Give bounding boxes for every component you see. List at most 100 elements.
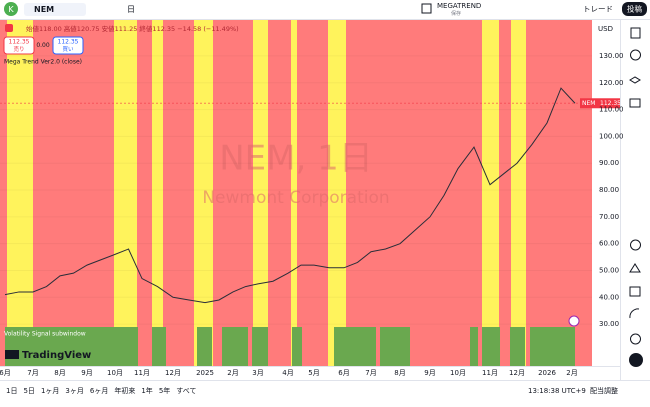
sub-indicator-name: Volatility Signal subwindow [4, 331, 86, 338]
signal-bar [334, 327, 376, 366]
target-icon[interactable] [630, 239, 641, 251]
x-tick-label: 8月 [394, 369, 405, 377]
price-axis [592, 20, 620, 366]
chat-icon[interactable] [629, 98, 641, 108]
price-tag-price: 112.35 [600, 100, 621, 107]
x-tick-label: 2月 [566, 369, 577, 377]
range-button[interactable]: 3ヶ月 [65, 387, 83, 395]
sub-window [5, 327, 575, 366]
x-tick-label: 8月 [54, 369, 65, 377]
publish-button[interactable] [622, 2, 647, 16]
alert-icon[interactable] [630, 49, 641, 61]
sell-button[interactable] [3, 36, 35, 55]
x-tick-label: 9月 [424, 369, 435, 377]
x-tick-label: 2026 [538, 369, 556, 377]
signal-bar [292, 327, 302, 366]
x-tick-label: 7月 [365, 369, 376, 377]
sidebar-icons [629, 27, 641, 345]
x-tick-label: 2月 [227, 369, 238, 377]
sell: 売り [13, 45, 24, 53]
adjust[interactable]: 配当調整 [590, 386, 618, 395]
range-button[interactable]: 年初来 [114, 386, 135, 395]
bullish-band [7, 20, 33, 366]
y-tick-label: 130.00 [599, 52, 624, 60]
bullish-band [328, 20, 346, 366]
x-tick-label: 12月 [165, 369, 181, 377]
bullish-band [152, 20, 163, 366]
x-tick-label: 3月 [252, 369, 263, 377]
x-tick-label: 11月 [134, 369, 150, 377]
x-tick-label: 6月 [0, 369, 11, 377]
bullish-band [511, 20, 526, 366]
signal-bar [152, 327, 166, 366]
menu-button[interactable] [629, 353, 643, 367]
layers-icon[interactable] [629, 76, 641, 84]
symbol: NEM [34, 5, 54, 14]
ohlc: 始値118.00 高値120.75 安値111.25 終値112.35 −14.… [26, 24, 239, 33]
range-button[interactable]: 6ヶ月 [90, 387, 108, 395]
y-tick-label: 110.00 [599, 106, 624, 114]
layout-name[interactable]: MEGATREND [437, 2, 481, 10]
interval[interactable]: 日 [127, 5, 135, 14]
signal-bar [530, 327, 575, 366]
calendar-icon[interactable] [629, 286, 641, 297]
symbol-search[interactable] [24, 3, 86, 16]
x-tick-label: 11月 [482, 369, 498, 377]
price-tag-symbol: NEM [582, 100, 595, 107]
signal-bar [510, 327, 525, 366]
currency: USD [598, 25, 613, 33]
range-button[interactable]: 1ヶ月 [41, 387, 59, 395]
clock: 13:18:38 UTC+9 [528, 387, 586, 395]
signal-bar [252, 327, 268, 366]
x-tick-label: 9月 [81, 369, 92, 377]
indicator-name: Mega Trend Ver2.0 (close) [4, 59, 82, 66]
bullish-band [253, 20, 268, 366]
help-icon[interactable] [630, 333, 641, 345]
watchlist-icon[interactable] [630, 27, 641, 39]
toolbar [0, 0, 650, 19]
y-tick-label: 90.00 [599, 159, 619, 167]
y-tick-label: 50.00 [599, 266, 619, 274]
feed-icon[interactable] [629, 308, 640, 319]
range-button[interactable]: 5日 [23, 387, 34, 395]
bullish-band [482, 20, 499, 366]
range-button[interactable]: 5年 [159, 386, 170, 395]
buy: 買い [62, 46, 74, 53]
y-tick-label: 70.00 [599, 213, 619, 221]
buy-price: 112.35 [58, 39, 79, 46]
x-tick-label: 10月 [107, 369, 123, 377]
signal-bar [222, 327, 248, 366]
logo: TradingView [22, 350, 91, 361]
trade[interactable]: トレード [583, 5, 613, 14]
watermark-symbol: NEM, 1日 [219, 139, 373, 179]
buy-button[interactable] [52, 36, 84, 55]
avatar-letter: K [8, 5, 14, 14]
price-line [4, 87, 576, 304]
bullish-band [291, 20, 297, 366]
spread: 0.00 [36, 42, 50, 49]
y-tick-label: 120.00 [599, 79, 624, 87]
x-tick-label: 4月 [282, 369, 293, 377]
plot [0, 55, 592, 325]
sell-price: 112.35 [9, 39, 30, 46]
range-button[interactable]: 1日 [6, 387, 17, 395]
x-tick-label: 5月 [308, 369, 319, 377]
tools-icon[interactable] [629, 263, 641, 273]
signal-bar [380, 327, 410, 366]
bullish-band [114, 20, 137, 366]
watermark-name: Newmont Corporation [202, 188, 389, 208]
save-state: 保存 [451, 10, 461, 17]
range-button[interactable]: すべて [176, 387, 196, 395]
avatar[interactable] [4, 2, 18, 16]
y-tick-label: 100.00 [599, 132, 624, 140]
range-button[interactable]: 1年 [141, 386, 152, 395]
event-marker[interactable] [568, 315, 580, 327]
layout-icon[interactable] [421, 3, 432, 14]
time-axis: 6月 7月 8月 9月 10月 11月 12月 2025 2月 3月 4月 5月 6月 7月 8月 9月 10月… [0, 369, 578, 377]
signal-bar [482, 327, 500, 366]
x-tick-label: 2025 [196, 369, 214, 377]
y-tick-label: 60.00 [599, 240, 619, 248]
x-tick-label: 6月 [338, 369, 349, 377]
logo-mark [5, 350, 19, 359]
